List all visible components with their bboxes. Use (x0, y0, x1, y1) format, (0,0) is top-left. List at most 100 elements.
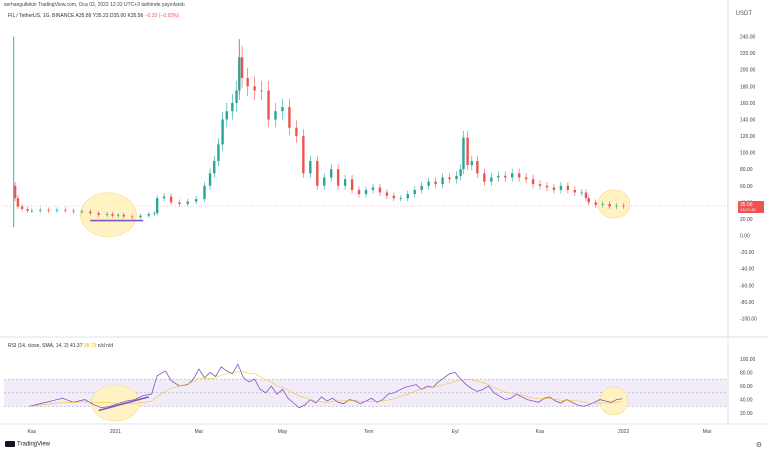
candle-body (288, 107, 291, 128)
candle-body (323, 177, 326, 186)
price-change: −0.33 (−0.93%) (144, 13, 180, 19)
candle-body (441, 177, 444, 185)
x-tick-label: 2021 (110, 429, 121, 435)
candle-body (274, 111, 277, 120)
candle-body (122, 214, 125, 217)
candle-body (399, 198, 403, 200)
publish-line: serhangultekin TradingView.com, Oca 02, … (4, 2, 185, 8)
candle-body (253, 86, 256, 91)
rsi-tick-label: 20.00 (740, 411, 753, 417)
candle-body (186, 201, 189, 205)
candle-body (406, 194, 409, 199)
price-tick-label: 200.00 (740, 68, 756, 74)
candle-body (497, 175, 500, 178)
price-tick-label: 0.00 (740, 234, 750, 240)
price-badge-time: 13:27:45 (740, 207, 756, 212)
candle-body (594, 202, 597, 205)
highlight-ellipse (80, 192, 137, 238)
candle-body (545, 185, 549, 188)
candle-body (203, 185, 206, 200)
candle-body (336, 169, 340, 186)
rsi-trend-line (98, 396, 150, 412)
candle-body (448, 177, 451, 180)
candle-body (357, 189, 361, 195)
candle-body (16, 198, 20, 207)
symbol-name[interactable]: FIL / TetherUS, 1G, BINANCE (8, 13, 75, 19)
x-tick-label: Eyl (452, 429, 459, 435)
candle-body (178, 202, 181, 205)
candle-body (235, 90, 238, 103)
candle-body (392, 195, 396, 199)
candle-body (531, 179, 535, 185)
candle-body (267, 90, 270, 120)
x-tick-label: Mar (195, 429, 204, 435)
candle-body (147, 213, 150, 216)
price-badge-value: 35.56 (740, 202, 753, 208)
candle-body (462, 137, 465, 170)
candle-body (476, 160, 479, 174)
rsi-line (28, 363, 623, 409)
candle-body (316, 160, 319, 186)
candle-body (208, 173, 212, 186)
candle-body (111, 213, 114, 216)
candle-body (295, 127, 298, 137)
candle-body (89, 211, 92, 214)
candle-body (139, 215, 142, 218)
tradingview-logo-icon (5, 441, 15, 447)
price-tick-label: 240.00 (740, 35, 756, 41)
price-tick-label: 60.00 (740, 184, 753, 190)
price-tick-label: 160.00 (740, 101, 756, 107)
candle-body (364, 189, 368, 195)
candle-body (162, 196, 166, 199)
gear-icon[interactable]: ⚙ (755, 442, 762, 449)
price-tick-label: 140.00 (740, 117, 756, 123)
candle-body (155, 198, 159, 214)
rsi-label[interactable]: RSI (14, close, SMA, 14, 2) (8, 343, 69, 349)
candle-body (329, 169, 333, 178)
rsi-tick-label: 100.00 (740, 357, 756, 363)
candle-body (483, 173, 486, 182)
candle-body (30, 210, 34, 212)
price-tick-label: -100.00 (740, 316, 757, 322)
candle-body (80, 211, 84, 213)
candle-body (281, 107, 284, 112)
candle-body (116, 214, 120, 216)
candle-body (72, 210, 75, 212)
candle-body (538, 184, 542, 186)
price-tick-label: -20.00 (740, 250, 754, 256)
candle-body (64, 209, 67, 211)
candle-body (20, 206, 24, 209)
candle-body (13, 185, 17, 199)
candle-body (378, 187, 382, 193)
candle-body (39, 209, 42, 211)
x-tick-label: 2022 (618, 429, 629, 435)
rsi-tick-label: 40.00 (740, 398, 753, 404)
candle-body (434, 181, 437, 185)
tradingview-brand[interactable]: TradingView (5, 441, 50, 448)
candle-body (466, 137, 469, 166)
candle-body (105, 213, 109, 215)
candle-body (601, 204, 604, 205)
price-tick-label: -60.00 (740, 283, 754, 289)
candle-body (213, 160, 216, 174)
candle-body (413, 189, 416, 195)
candle-body (47, 209, 50, 211)
price-tick-label: -40.00 (740, 267, 754, 273)
candle-body (194, 199, 198, 202)
candle-body (608, 204, 611, 207)
rsi-value: 41.37 (69, 343, 83, 349)
price-tick-label: 100.00 (740, 151, 756, 157)
candle-body (524, 177, 528, 180)
candle-body (55, 209, 59, 211)
x-axis: Kas 2021 Mar May Tem Eyl Kas 2022 Mar (0, 423, 768, 435)
rsi-sma-value: 38.79 (83, 343, 97, 349)
price-pane: 240.00 220.00 200.00 180.00 160.00 140.00 120.… (0, 0, 768, 424)
highlight-ellipse (597, 189, 631, 219)
candle-body (459, 169, 462, 176)
candle-body (580, 192, 584, 194)
candle-body (584, 192, 588, 199)
x-tick-label: Kas (28, 429, 37, 435)
candle-body (217, 144, 220, 161)
candle-body (225, 111, 228, 120)
